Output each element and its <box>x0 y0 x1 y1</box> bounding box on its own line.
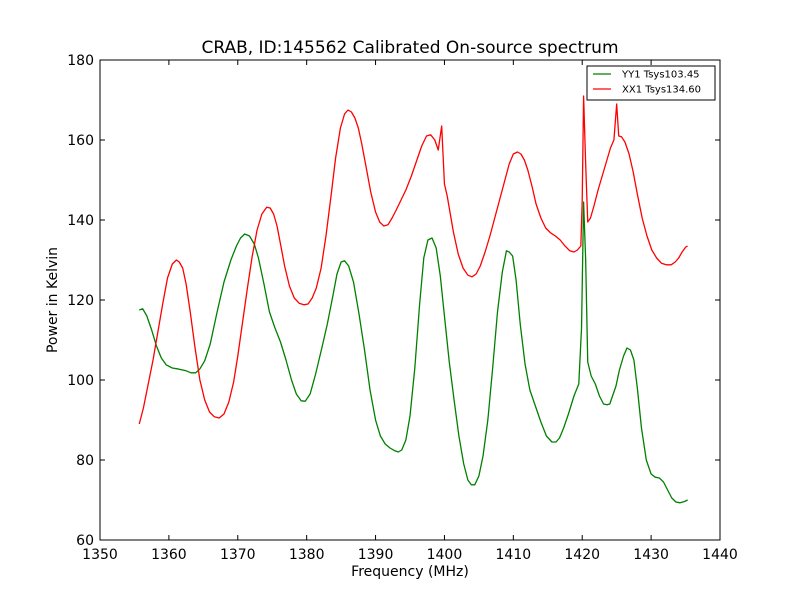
series-line-0 <box>139 201 688 504</box>
x-tick-label: 1380 <box>289 547 325 563</box>
y-tick-label: 140 <box>67 213 94 229</box>
x-tick-label: 1440 <box>702 547 738 563</box>
y-tick-label: 100 <box>67 373 94 389</box>
y-tick-label: 60 <box>76 533 94 549</box>
x-tick-label: 1360 <box>151 547 187 563</box>
x-tick-label: 1370 <box>220 547 256 563</box>
y-tick-label: 180 <box>67 53 94 69</box>
x-tick-label: 1410 <box>496 547 532 563</box>
y-tick-label: 160 <box>67 133 94 149</box>
legend: YY1 Tsys103.45 XX1 Tsys134.60 <box>586 65 716 101</box>
y-tick-label: 80 <box>76 453 94 469</box>
y-tick-label: 120 <box>67 293 94 309</box>
legend-label-xx1: XX1 Tsys134.60 <box>622 85 701 96</box>
series-layer <box>138 95 688 504</box>
x-tick-label: 1430 <box>633 547 669 563</box>
series-line-1 <box>138 95 688 425</box>
plot-area <box>99 59 721 541</box>
x-axis-label: Frequency (MHz) <box>351 564 469 580</box>
legend-label-yy1: YY1 Tsys103.45 <box>621 70 700 81</box>
x-tick-label: 1420 <box>564 547 600 563</box>
legend-box <box>586 65 716 101</box>
x-tick-label: 1390 <box>358 547 394 563</box>
x-tick-label: 1400 <box>427 547 463 563</box>
axis-ticks: 1350 1360 1370 1380 1390 1400 1410 1420 1430 1440… <box>67 53 738 563</box>
chart-title: CRAB, ID:145562 Calibrated On-source spe… <box>201 38 618 58</box>
y-axis-label: Power in Kelvin <box>45 247 61 353</box>
x-tick-label: 1350 <box>82 547 118 563</box>
